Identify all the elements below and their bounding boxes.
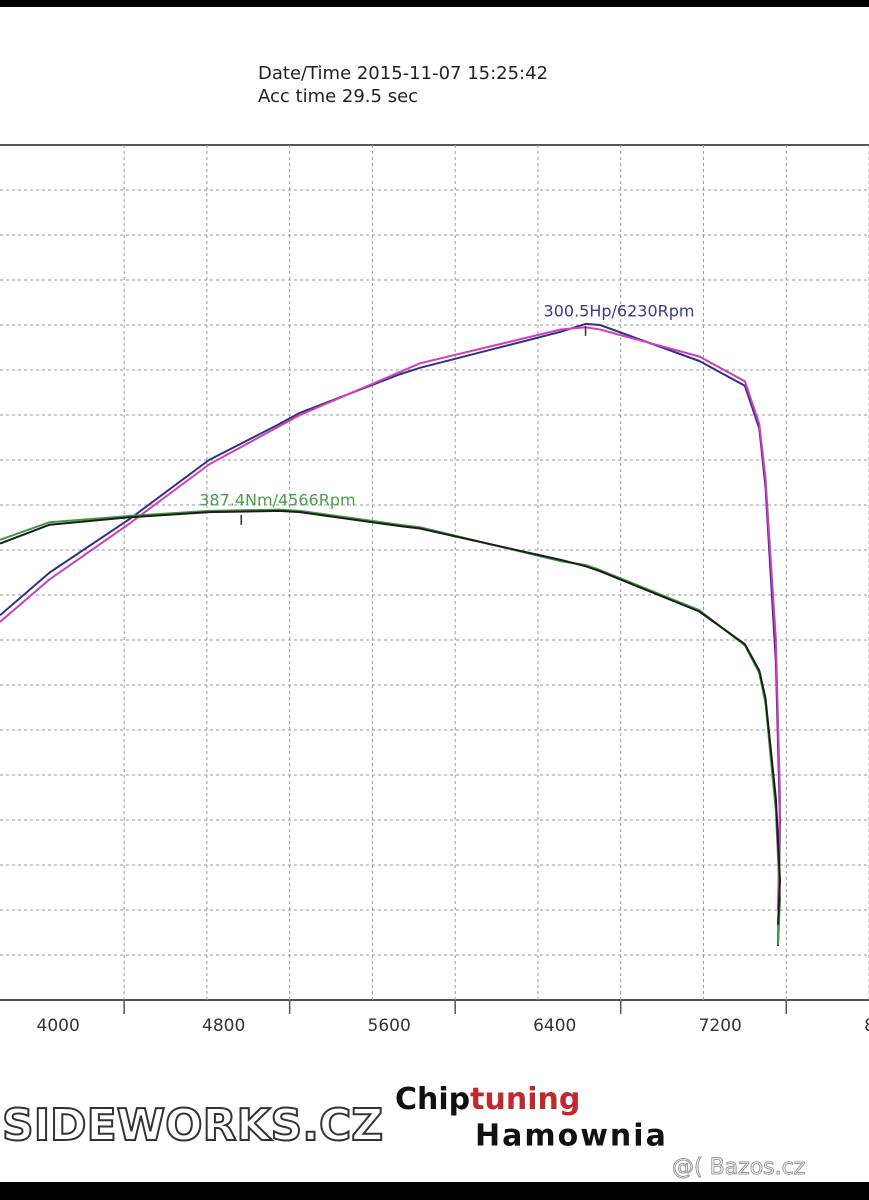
- bottom-bar: [0, 1182, 869, 1200]
- series-line: [0, 322, 781, 947]
- series-line: [0, 508, 781, 945]
- header-line: Acc time 29.5 sec: [258, 86, 418, 107]
- brand: Chiptuning: [395, 1082, 580, 1117]
- header-line: Date/Time 2015-11-07 15:25:42: [258, 63, 548, 84]
- x-tick-label: 6400: [533, 1016, 576, 1036]
- plot: 300.5Hp/6230Rpm 387.4Nm/4566Rpm: [0, 301, 781, 947]
- peak-label: 387.4Nm/4566Rpm: [199, 490, 355, 509]
- brand-part: tuning: [470, 1082, 580, 1117]
- x-tick-label: 4800: [202, 1016, 245, 1036]
- brand-part: Chip: [395, 1082, 470, 1117]
- watermark-logo: SIDEWORKS.CZ: [2, 1100, 383, 1151]
- series-line: [0, 509, 781, 925]
- x-tick-label: 4000: [37, 1016, 80, 1036]
- x-tick-label: 8000: [864, 1016, 869, 1036]
- brand-sub: Hamownia: [475, 1119, 668, 1154]
- peak-label: 300.5Hp/6230Rpm: [544, 301, 695, 320]
- watermark: @( Bazos.cz: [672, 1155, 805, 1180]
- grid: 4000 4800 5600 6400 7200 8000: [0, 144, 869, 1036]
- series-line: [0, 326, 781, 911]
- x-tick-label: 7200: [699, 1016, 742, 1036]
- top-bar: [0, 0, 869, 7]
- x-tick-label: 5600: [368, 1016, 411, 1036]
